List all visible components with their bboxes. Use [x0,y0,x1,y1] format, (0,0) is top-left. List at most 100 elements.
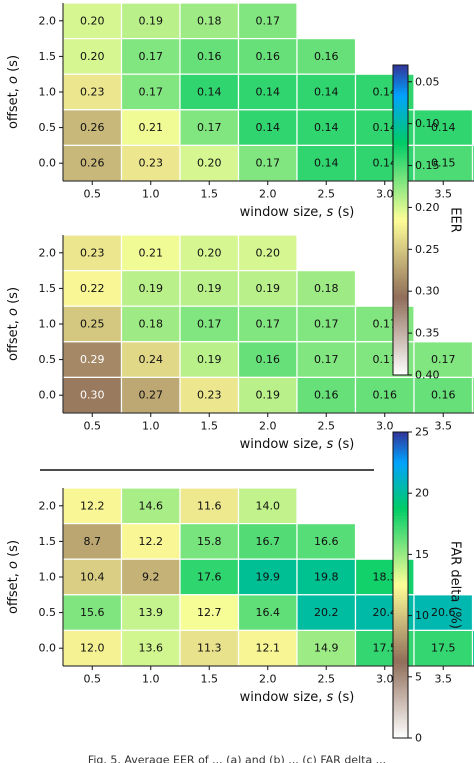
colorbar-segment [393,569,408,573]
colorbar-segment [393,88,408,92]
cell-value-label: 0.20 [197,157,222,170]
colorbar-segment [393,209,408,213]
colorbar-segment [393,607,408,612]
cell-value-label: 0.16 [197,50,222,63]
colorbar-segment [393,201,408,206]
heatmap-cell [179,2,240,40]
colorbar-segment [393,75,408,79]
colorbar-segment [393,302,408,306]
colorbar-segment [393,212,408,216]
colorbar-segment [393,437,408,441]
colorbar-segment [393,444,408,448]
colorbar-segment [393,320,408,324]
colorbar-segment [393,661,408,665]
colorbar-segment [393,145,408,149]
cell-value-label: 15.6 [80,606,105,619]
colorbar-segment [393,271,408,275]
cell-value-label: 0.16 [314,50,339,63]
cell-value-label: 0.17 [373,318,398,331]
colorbar-segment [393,336,408,340]
colorbar-segment [393,307,408,312]
cell-value-label: 0.27 [139,389,164,402]
cell-value-label: 0.26 [80,157,105,170]
colorbar-segment [393,77,408,82]
colorbar-segment [393,483,408,487]
heatmap-cell [179,109,240,147]
cell-value-label: 0.16 [314,389,339,402]
colorbar-frame [392,431,409,739]
colorbar-segment [393,490,408,494]
colorbar-segment [393,253,408,257]
colorbar-segment [393,572,408,576]
colorbar-segment [393,279,408,283]
heatmap-cell [296,594,357,631]
colorbar-segment [393,485,408,489]
heatmap-cell [237,594,298,631]
colorbar-segment [393,70,408,74]
colorbar-segment [393,137,408,141]
colorbar-segment [393,465,408,469]
heatmap-cell [471,629,474,667]
cell-value-label: 0.19 [197,282,222,295]
heatmap-cell [179,522,240,560]
cell-value-label: 0.24 [139,353,164,366]
heatmap-cell [62,37,123,75]
heatmap-cell [179,558,240,596]
colorbar-segment [393,194,408,198]
colorbar-segment [393,189,408,193]
colorbar-segment [393,165,408,169]
figure-caption: Fig. 5. Average EER of ... (a) and (b) .… [88,754,386,763]
colorbar-segment [393,341,408,345]
colorbar-segment [393,727,408,731]
heatmap-cell [179,234,240,272]
colorbar-segment [393,712,408,716]
colorbar-tick-label: 0.40 [415,369,440,382]
heatmap-cell [179,594,240,631]
colorbar-segment [393,462,408,466]
colorbar-segment [393,493,408,497]
colorbar-segment [393,439,408,443]
colorbar-segment [393,152,408,157]
colorbar-segment [393,709,408,714]
colorbar-segment [393,297,408,301]
colorbar-segment [393,129,408,133]
colorbar-segment [393,372,408,376]
colorbar-segment [393,199,408,203]
colorbar-segment [393,248,408,252]
cell-value-label: 14.0 [256,499,281,512]
colorbar-segment [393,694,408,698]
cell-value-label: 10.4 [80,571,105,584]
colorbar-segment [393,681,408,686]
colorbar-segment [393,671,408,675]
colorbar-segment [393,636,408,640]
cell-value-label: 0.14 [314,86,339,99]
colorbar-segment [393,676,408,680]
cell-value-label: 0.29 [80,353,105,366]
colorbar-segment [393,513,408,517]
heatmap-cell [413,144,474,182]
colorbar-segment [393,170,408,175]
colorbar-segment [393,325,408,330]
colorbar-tick-label: 0.10 [415,117,440,130]
colorbar-segment [393,217,408,221]
colorbar-segment [393,139,408,144]
x-tick-label: 0.5 [84,188,102,201]
cell-value-label: 0.17 [256,14,281,27]
colorbar-segment [393,238,408,242]
cell-value-label: 18.3 [373,571,398,584]
colorbar-segment [393,147,408,151]
cell-value-label: 9.2 [142,571,160,584]
colorbar-segment [393,318,408,322]
eer-colorbar: 0.05 0.10 0.15 0.20 0.25 0.30 0.35 0.40 EER [392,64,463,382]
x-tick-label: 3.0 [376,188,394,201]
colorbar-segment [393,305,408,309]
colorbar-segment [393,163,408,167]
colorbar-tick-label: 20 [415,487,429,500]
colorbar-tick-label: 0 [415,732,422,745]
colorbar-segment [393,333,408,337]
colorbar-segment [393,127,408,131]
heatmap-cell [471,144,474,182]
cell-value-label: 13.6 [139,642,164,655]
colorbar-segment [393,666,408,670]
